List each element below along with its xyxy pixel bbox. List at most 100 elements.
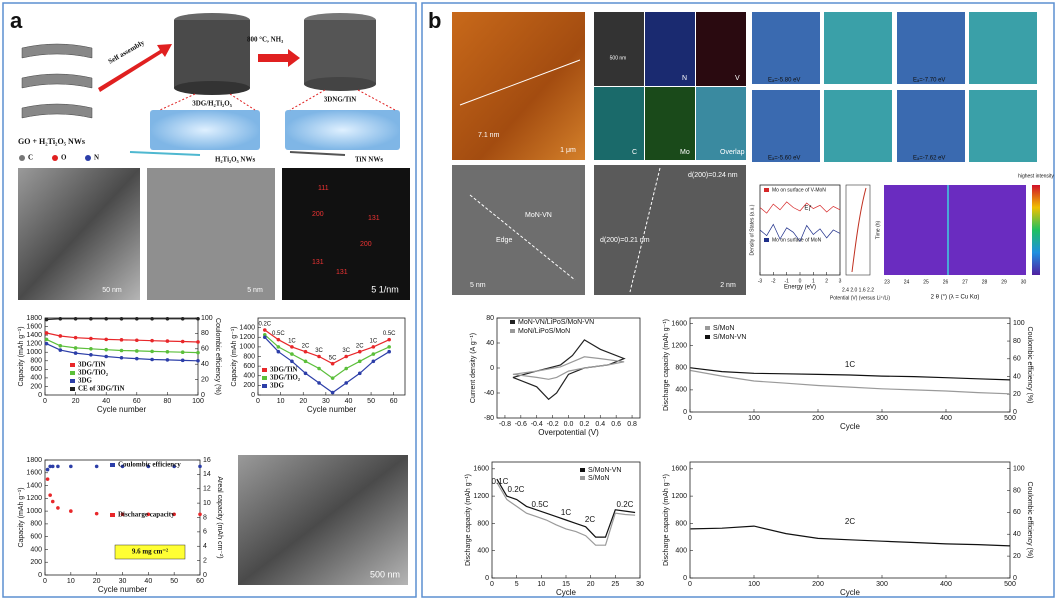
y-tick-label: 0 <box>683 409 687 416</box>
annotation: 0.5C <box>272 331 285 337</box>
legend-text: MoN/LiPoS/MoN <box>518 328 570 335</box>
y-tick-label: 1200 <box>671 342 687 349</box>
y-tick-label: 0 <box>683 575 687 582</box>
data-point <box>357 371 362 376</box>
data-point <box>344 354 349 359</box>
data-point <box>50 499 55 504</box>
edge-label: Edge <box>496 237 512 244</box>
xrd-tick: 23 <box>884 279 890 285</box>
data-point <box>172 464 176 469</box>
x-tick-label: 10 <box>277 398 285 405</box>
x-tick-label: 10 <box>67 578 75 585</box>
x-tick-label: 50 <box>367 398 375 405</box>
plot-frame <box>759 184 841 276</box>
colorbar-label: highest intensity <box>1018 173 1054 179</box>
y2-tick-label: 60 <box>1013 356 1021 363</box>
y-tick-label: 1400 <box>239 324 255 331</box>
y2-tick-label: 100 <box>201 315 213 322</box>
data-point <box>180 339 185 344</box>
data-point <box>262 335 267 340</box>
data-point <box>119 338 124 342</box>
y-tick-label: 0 <box>251 392 255 399</box>
x-tick-label: 40 <box>345 398 353 405</box>
data-point <box>104 337 108 342</box>
product-label: 3DG/H₂Ti₂O₅ <box>192 100 232 108</box>
plot: 0 10 20 30 40 50 600200400600800100012001400Cy… <box>231 317 406 414</box>
annotation: 3C <box>315 348 323 354</box>
data-point <box>120 464 125 469</box>
y2-tick-label: 0 <box>1013 409 1017 416</box>
data-point <box>45 467 50 472</box>
x-tick-label: 400 <box>940 581 952 588</box>
data-point <box>56 506 60 510</box>
scale-bar: 5 1/nm <box>371 284 399 294</box>
y-tick-label: 1600 <box>671 320 687 327</box>
x-tick-label: 500 <box>1004 581 1016 588</box>
y-tick-label: 800 <box>30 358 42 365</box>
x-tick-label: 0 <box>43 578 47 585</box>
data-point <box>104 316 108 321</box>
data-point <box>119 316 124 321</box>
data-point <box>317 354 321 359</box>
annotation: 0.5C <box>383 331 396 337</box>
series-line <box>759 223 841 242</box>
scale-bar: 5 nm <box>247 287 263 294</box>
y-axis-label: Discharge capacity (mAh g⁻¹) <box>663 319 670 411</box>
y2-tick-label: 14 <box>203 471 211 478</box>
y-tick-label: 800 <box>477 520 489 527</box>
annotation: 2C <box>585 515 595 524</box>
legend-swatch <box>764 238 769 242</box>
data-point <box>104 354 108 359</box>
annotation: 0.2C <box>617 500 634 509</box>
step-label: Self assembly <box>107 38 146 65</box>
data-point <box>73 316 78 321</box>
data-point <box>262 328 267 332</box>
data-point <box>48 493 52 497</box>
plots: 23 24 25 26 27 28 29 300 20 40 60 80 100020040060080… <box>18 184 1033 597</box>
data-point <box>276 349 281 354</box>
data-point <box>50 464 55 469</box>
y2-tick-label: 2 <box>203 557 207 564</box>
legend-swatch <box>510 329 515 333</box>
x-tick-label: 300 <box>876 415 888 422</box>
step-label: 800 °C, NH₃ <box>247 36 283 44</box>
d-spacing: d(200)=0.21 nm <box>600 237 650 244</box>
data-point <box>94 464 99 469</box>
y-axis-label: Capacity (mAh g⁻¹) <box>18 326 25 386</box>
energy-label: Eₐ=-7.70 eV <box>913 78 945 84</box>
x-tick-label: 20 <box>587 581 595 588</box>
y2-tick-label: 60 <box>201 346 209 353</box>
series-line <box>264 336 390 394</box>
loading-label: 9.6 mg cm⁻² <box>132 548 168 556</box>
data-point <box>290 359 294 364</box>
legend-swatch <box>110 463 115 467</box>
eds-map: Overlap <box>720 149 745 156</box>
y-tick-label: 400 <box>675 387 687 394</box>
panel-b-frame <box>421 2 1055 598</box>
y2-tick-label: 80 <box>1013 338 1021 345</box>
x-tick-label: 15 <box>562 581 570 588</box>
series-line <box>496 482 636 546</box>
data-point <box>198 512 202 517</box>
data-point <box>135 316 139 321</box>
y-tick-label: 400 <box>30 546 42 553</box>
data-point <box>344 366 349 371</box>
panel-a-frame <box>2 2 417 598</box>
y2-tick-label: 40 <box>1013 373 1021 380</box>
y-tick-label: 400 <box>30 375 42 382</box>
x-tick-label: 30 <box>636 581 644 588</box>
potential-ticks: 2.4 2.0 1.6 2.2 <box>842 287 874 293</box>
data-point <box>146 512 151 517</box>
y2-tick-label: 10 <box>203 500 211 507</box>
legend-text: 3DG <box>78 377 93 385</box>
y-tick-label: 1200 <box>671 493 687 500</box>
scale-bar: 50 nm <box>102 287 122 294</box>
data-point <box>89 347 93 351</box>
legend-text: 3DG/TiO₂ <box>78 369 108 377</box>
saed-spot: 131 <box>368 215 380 222</box>
x-axis-label: Energy (eV) <box>784 285 816 291</box>
x-axis-label: Cycle number <box>98 585 148 594</box>
data-point <box>303 371 308 376</box>
legend-text: CE of 3DG/TiN <box>78 385 125 393</box>
data-point <box>387 349 391 354</box>
